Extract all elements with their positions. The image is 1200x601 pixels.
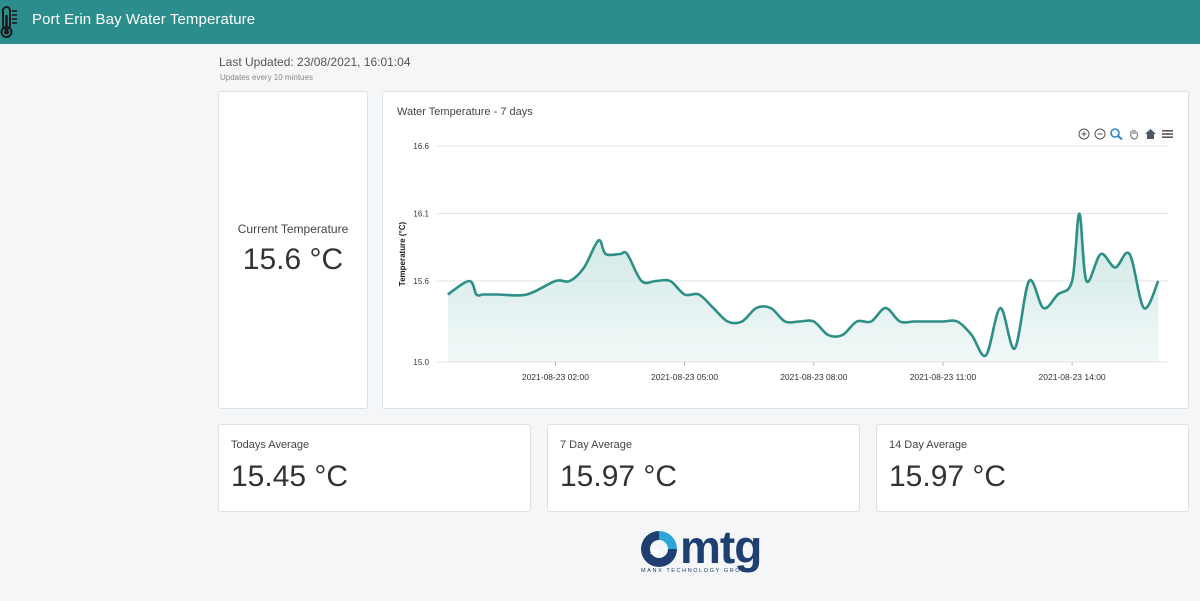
pan-icon[interactable]: [1128, 128, 1140, 140]
update-frequency-note: Updates every 10 mintues: [220, 73, 313, 82]
current-temperature-label: Current Temperature: [237, 222, 349, 236]
y-tick-label: 16.6: [413, 142, 429, 151]
x-tick-label: 2021-08-23 05:00: [651, 372, 718, 382]
temperature-chart-card: 15.0 15.6 16.1 16.6 Temperature (°C) 2021-08-…: [382, 91, 1189, 409]
current-temperature-card: Current Temperature 15.6 °C: [218, 91, 368, 409]
mtg-logo: mtg MANX TECHNOLOGY GROUP: [638, 521, 772, 578]
temperature-chart[interactable]: 15.0 15.6 16.1 16.6 Temperature (°C) 2021-08-…: [383, 92, 1188, 408]
current-temperature-value: 15.6 °C: [242, 243, 344, 276]
app-title: Port Erin Bay Water Temperature: [32, 11, 256, 28]
x-tick-label: 2021-08-23 08:00: [780, 372, 847, 382]
series-line: [447, 212, 1160, 358]
chart-toolbar: [1078, 128, 1174, 140]
logo-tagline: MANX TECHNOLOGY GROUP: [641, 568, 753, 574]
menu-icon[interactable]: [1161, 128, 1174, 140]
logo-wordmark: mtg: [680, 521, 762, 573]
fourteen-day-average-label: 14 Day Average: [889, 439, 968, 451]
y-tick-label: 15.0: [413, 358, 429, 367]
reset-home-icon[interactable]: [1144, 128, 1157, 140]
y-tick-label: 15.6: [413, 277, 429, 286]
mtg-swirl-icon: [641, 531, 677, 567]
series-area: [447, 213, 1159, 362]
y-tick-label: 16.1: [413, 210, 429, 219]
last-updated-text: Last Updated: 23/08/2021, 16:01:04: [219, 55, 411, 69]
seven-day-average-label: 7 Day Average: [560, 439, 632, 451]
x-tick-label: 2021-08-23 11:00: [910, 372, 977, 382]
x-tick-label: 2021-08-23 14:00: [1039, 372, 1106, 382]
fourteen-day-average-card: 14 Day Average 15.97 °C: [876, 424, 1189, 512]
todays-average-value: 15.45 °C: [231, 460, 349, 493]
chart-title: Water Temperature - 7 days: [397, 106, 533, 118]
seven-day-average-value: 15.97 °C: [560, 460, 678, 493]
todays-average-card: Todays Average 15.45 °C: [218, 424, 531, 512]
x-tick-label: 2021-08-23 02:00: [522, 372, 589, 382]
fourteen-day-average-value: 15.97 °C: [889, 460, 1007, 493]
todays-average-label: Todays Average: [231, 439, 310, 451]
app-header: Port Erin Bay Water Temperature: [0, 0, 1200, 44]
y-axis-label: Temperature (°C): [398, 221, 407, 286]
zoom-out-icon[interactable]: [1094, 128, 1106, 140]
zoom-select-icon[interactable]: [1110, 128, 1124, 140]
seven-day-average-card: 7 Day Average 15.97 °C: [547, 424, 860, 512]
zoom-in-icon[interactable]: [1078, 128, 1090, 140]
thermometer-icon: [0, 6, 17, 38]
